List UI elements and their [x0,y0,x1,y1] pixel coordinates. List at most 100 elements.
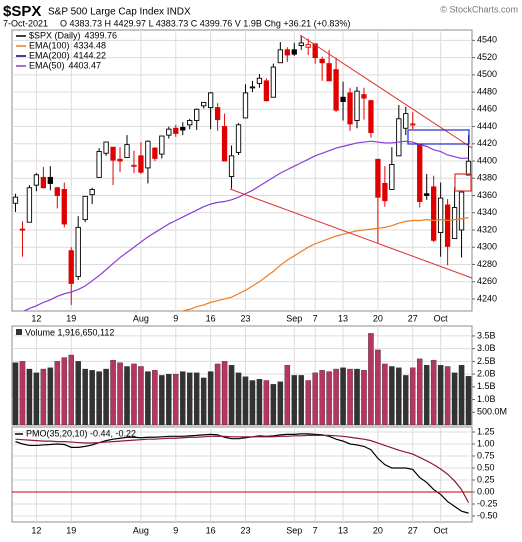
legend-value: 4144.22 [74,50,107,60]
candle-body [68,250,74,284]
candle-body [319,58,325,64]
y-tick-label: 4440 [477,121,497,131]
volume-bar [26,368,33,425]
quote: O 4383.73 H 4429.97 L 4383.73 C 4399.76 … [60,18,350,28]
x-tick-label: 12 [31,313,41,323]
volume-bar [396,367,402,425]
volume-bar [423,365,430,425]
y-tick-label: 1.5B [477,381,496,391]
y-tick-label: 1.00 [477,438,495,448]
candle-body [333,69,339,111]
x-tick-label: 9 [173,525,178,535]
candle-body [180,126,186,131]
x-tick-label: 9 [173,313,178,323]
volume-bar [228,365,235,425]
series-group [12,333,472,425]
x-tick-label: 19 [66,525,76,535]
y-tick-label: 4300 [477,242,497,252]
volume-bar [82,368,88,425]
candle-body [19,228,26,231]
candle-body [458,191,465,231]
volume-bar [437,365,444,425]
x-tick-label: 7 [313,313,318,323]
candle-body [375,158,381,198]
legend-value: 4403.47 [69,60,102,70]
volume-bar [145,371,151,425]
volume-bar [319,370,325,425]
volume-bar [96,371,102,425]
volume-bar [214,363,221,425]
candle-body [40,176,47,189]
candle-body [124,144,130,159]
volume-bar [40,368,47,425]
volume-bar [89,370,95,425]
y-tick-label: 0.50 [477,462,495,472]
highlight-box [454,173,472,192]
volume-bar [235,372,242,425]
candle-body [431,186,437,241]
candle-body [96,151,102,178]
x-tick-label: Sep [286,525,302,535]
volume-bar [138,366,144,425]
volume-bar [110,359,116,425]
volume-bar [389,366,395,425]
candle-body [347,92,353,125]
candle-body [201,101,207,107]
panel-title: Volume 1,916,650,112 [25,327,114,337]
volume-bar [368,333,374,425]
candle-body [284,49,290,56]
symbol-name: S&P 500 Large Cap Index INDX [48,7,191,18]
candle-body [47,176,53,184]
volume-bar [305,380,311,425]
y-tick-label: 4320 [477,224,497,234]
candle-body [89,189,95,196]
volume-bar [444,366,451,425]
y-tick-label: 4540 [477,35,497,45]
y-tick-label: 4400 [477,155,497,165]
volume-bar [166,373,172,425]
x-tick-label: 13 [338,313,348,323]
volume-bar [354,368,360,425]
candle-body [117,158,123,162]
y-tick-label: 2.5B [477,356,496,366]
volume-bar [333,368,339,425]
legend-swatch [16,329,22,335]
candle-body [207,92,214,109]
x-tick-label: 12 [31,525,41,535]
volume-bar [61,357,68,425]
volume-bar [19,361,26,425]
candle-body [173,127,179,134]
candle-body [389,164,395,190]
volume-bar [277,381,284,425]
candle-body [312,43,318,59]
candle-body [382,182,388,202]
watermark: © StockCharts.com [440,4,518,14]
volume-bar [340,367,346,425]
legend-label: EMA(100) [29,40,70,50]
volume-bar [430,359,437,425]
x-tick-label: 13 [338,525,348,535]
candle-body [12,196,19,204]
x-tick-label: 27 [408,525,418,535]
x-tick-label: Sep [286,313,302,323]
volume-bar [284,365,291,425]
candle-body [214,107,221,121]
candle-body [298,42,304,46]
candle-body [396,118,402,157]
y-tick-label: 4520 [477,52,497,62]
annotations [229,34,473,279]
y-tick-label: 4480 [477,86,497,96]
candle-body [444,204,451,247]
volume-bar [263,380,270,425]
series-group [15,433,470,514]
y-tick-label: 4340 [477,207,497,217]
legend-value: 4399.76 [85,30,118,40]
candle-body [270,66,277,98]
y-tick-label: 4500 [477,69,497,79]
y-tick-label: 0.75 [477,450,495,460]
candle-body [159,135,165,155]
volume-bar [180,371,186,425]
legend-layer: $SPX (Daily) 4399.76 EMA(100) 4334.48 EMA(20… [15,30,136,438]
volume-bar [416,358,423,425]
volume-bar [152,370,158,425]
